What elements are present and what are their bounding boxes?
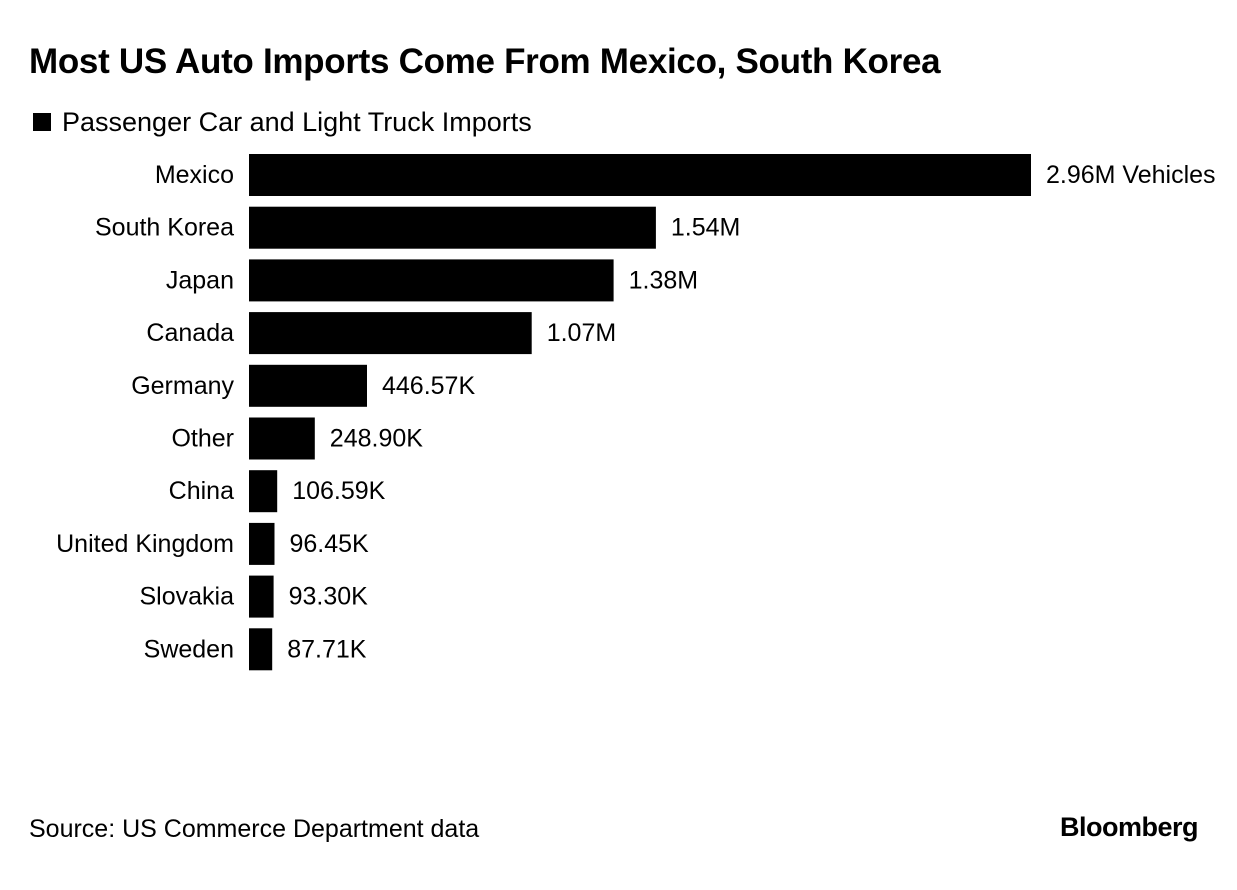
bar-china [249,470,278,513]
legend-label: Passenger Car and Light Truck Imports [62,106,532,137]
value-label: 106.59K [292,477,385,505]
category-label: Mexico [155,161,234,189]
bar-slovakia [249,575,274,618]
value-label: 96.45K [290,530,370,558]
source-note: Source: US Commerce Department data [29,815,480,843]
value-label: 2.96M Vehicles [1046,161,1216,189]
category-label: Canada [146,319,234,347]
bar-japan [249,259,614,302]
bloomberg-logo: Bloomberg [1059,812,1199,842]
legend-swatch-icon [33,113,51,131]
bar-chart: Mexico 2.96M Vehicles South Korea 1.54M Japa… [56,154,1216,671]
value-label: 93.30K [289,583,369,611]
category-label: Japan [166,266,234,294]
bar-other [249,417,315,460]
category-label: Germany [131,372,234,400]
category-label: Slovakia [140,583,235,611]
category-label: China [169,477,234,505]
value-label: 87.71K [287,635,367,663]
value-label: 1.54M [671,214,740,242]
category-label: South Korea [95,214,234,242]
value-label: 446.57K [382,372,475,400]
chart-title: Most US Auto Imports Come From Mexico, S… [29,42,941,81]
value-label: 1.38M [629,266,698,294]
category-label: Other [171,425,234,453]
value-label: 248.90K [330,425,423,453]
value-label: 1.07M [547,319,616,347]
bar-germany [249,364,367,407]
bar-canada [249,312,532,355]
bar-united-kingdom [249,522,275,565]
chart-legend: Passenger Car and Light Truck Imports [33,104,532,140]
bar-mexico [249,154,1031,196]
category-label: United Kingdom [56,530,234,558]
bar-sweden [249,628,273,671]
category-label: Sweden [144,635,234,663]
bar-south-korea [249,206,656,249]
